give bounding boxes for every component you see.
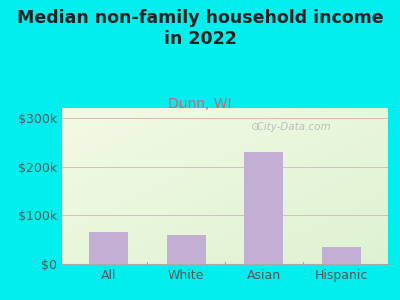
Bar [167, 235, 206, 264]
Text: Median non-family household income
in 2022: Median non-family household income in 20… [17, 9, 383, 48]
Text: Dunn, WI: Dunn, WI [168, 98, 232, 112]
Text: ⊙: ⊙ [251, 122, 261, 132]
Text: City-Data.com: City-Data.com [250, 122, 330, 132]
Bar [322, 247, 361, 264]
Bar [244, 152, 283, 264]
Bar [89, 232, 128, 264]
